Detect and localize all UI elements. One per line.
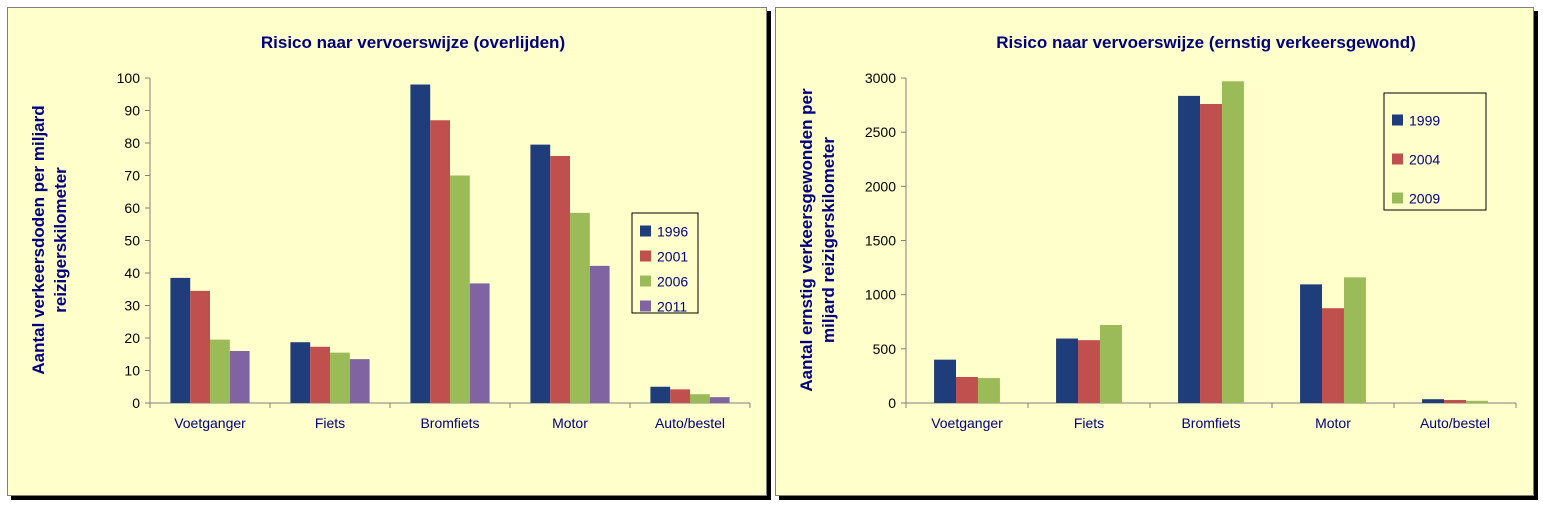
y-tick-label: 50 xyxy=(124,233,140,249)
legend-label: 2011 xyxy=(657,299,687,315)
x-tick-label: Motor xyxy=(1315,415,1351,431)
y-tick-label: 0 xyxy=(888,395,896,411)
bar xyxy=(1178,95,1201,403)
x-tick-label: Bromfiets xyxy=(1181,415,1240,431)
legend-label: 2009 xyxy=(1409,191,1440,207)
y-axis-title-line: reizigerskilometer xyxy=(51,167,70,313)
y-tick-label: 60 xyxy=(124,200,140,216)
x-tick-label: Voetganger xyxy=(931,415,1003,431)
x-tick-label: Bromfiets xyxy=(420,415,479,431)
bar xyxy=(229,351,250,403)
legend-label: 1999 xyxy=(1409,113,1440,129)
bar xyxy=(690,394,710,403)
bar xyxy=(410,84,431,403)
y-tick-label: 0 xyxy=(132,395,140,411)
chart-panel-deaths: Risico naar vervoerswijze (overlijden) Aa… xyxy=(7,7,767,496)
legend-label: 2001 xyxy=(657,249,688,265)
bar xyxy=(530,144,551,403)
bar xyxy=(1078,340,1100,403)
chart-title: Risico naar vervoerswijze (ernstig verke… xyxy=(996,33,1416,52)
y-tick-label: 20 xyxy=(124,330,140,346)
legend-label: 2004 xyxy=(1409,152,1440,168)
x-tick-label: Motor xyxy=(552,415,588,431)
legend-swatch xyxy=(1392,114,1403,126)
bar xyxy=(1322,308,1344,403)
y-axis-title: Aantal verkeersdoden per miljard reiziger… xyxy=(29,105,70,374)
y-tick-label: 70 xyxy=(124,168,140,184)
y-tick-label: 10 xyxy=(124,363,140,379)
y-tick-label: 80 xyxy=(124,135,140,151)
bar xyxy=(190,290,210,403)
bar xyxy=(1300,284,1323,403)
y-axis-title: Aantal ernstig verkeersgewonden per milja… xyxy=(797,88,838,392)
legend-swatch xyxy=(1392,192,1403,204)
bar xyxy=(290,342,311,403)
chart-injuries: Risico naar vervoerswijze (ernstig verke… xyxy=(797,33,1517,431)
bar xyxy=(430,120,450,403)
y-axis-title-line: miljard reizigerskilometer xyxy=(819,137,838,343)
bar xyxy=(1444,399,1466,403)
bar xyxy=(349,359,370,403)
x-tick-label: Auto/bestel xyxy=(655,415,725,431)
bar xyxy=(1343,277,1366,403)
bar xyxy=(210,339,230,403)
y-tick-label: 1000 xyxy=(865,287,896,303)
y-tick-label: 30 xyxy=(124,298,140,314)
bar xyxy=(670,389,690,403)
bar xyxy=(330,352,350,403)
chart-panel-injuries: Risico naar vervoerswijze (ernstig verke… xyxy=(775,7,1534,496)
y-tick-label: 2000 xyxy=(865,178,896,194)
legend-label: 1996 xyxy=(657,224,688,240)
bar xyxy=(310,346,330,403)
y-tick-label: 500 xyxy=(873,341,897,357)
legend-swatch xyxy=(640,275,651,287)
legend-swatch xyxy=(1392,153,1403,165)
legend-swatch xyxy=(640,300,651,312)
chart-title: Risico naar vervoerswijze (overlijden) xyxy=(261,33,565,52)
bar xyxy=(1465,400,1488,403)
legend-swatch xyxy=(640,250,651,262)
legend-box xyxy=(1383,92,1487,211)
bar xyxy=(570,212,590,403)
chart-deaths: Risico naar vervoerswijze (overlijden) Aa… xyxy=(29,33,751,431)
bar xyxy=(450,175,470,403)
y-axis-title-line: Aantal ernstig verkeersgewonden per xyxy=(797,88,816,392)
x-tick-label: Voetganger xyxy=(174,415,246,431)
y-tick-label: 40 xyxy=(124,265,140,281)
bar xyxy=(170,277,191,403)
legend-swatch xyxy=(640,225,651,237)
x-tick-label: Fiets xyxy=(1074,415,1104,431)
bar xyxy=(956,377,978,403)
bar xyxy=(1099,325,1122,403)
legend-box xyxy=(631,212,699,314)
bar xyxy=(1056,338,1079,403)
x-tick-label: Fiets xyxy=(315,415,345,431)
legend-label: 2006 xyxy=(657,274,688,290)
bar xyxy=(934,359,957,403)
x-tick-label: Auto/bestel xyxy=(1420,415,1490,431)
bar xyxy=(550,156,570,403)
bar xyxy=(1422,399,1445,403)
bar xyxy=(650,386,671,403)
bar xyxy=(589,265,610,403)
bar xyxy=(469,283,490,403)
bar xyxy=(977,378,1000,403)
y-axis-title-line: Aantal verkeersdoden per miljard xyxy=(29,105,48,374)
bar xyxy=(709,397,730,403)
bar xyxy=(1200,104,1222,403)
y-tick-label: 100 xyxy=(117,70,141,86)
y-tick-label: 90 xyxy=(124,103,140,119)
bar xyxy=(1221,81,1244,403)
y-tick-label: 1500 xyxy=(865,233,896,249)
y-tick-label: 2500 xyxy=(865,124,896,140)
y-tick-label: 3000 xyxy=(865,70,896,86)
